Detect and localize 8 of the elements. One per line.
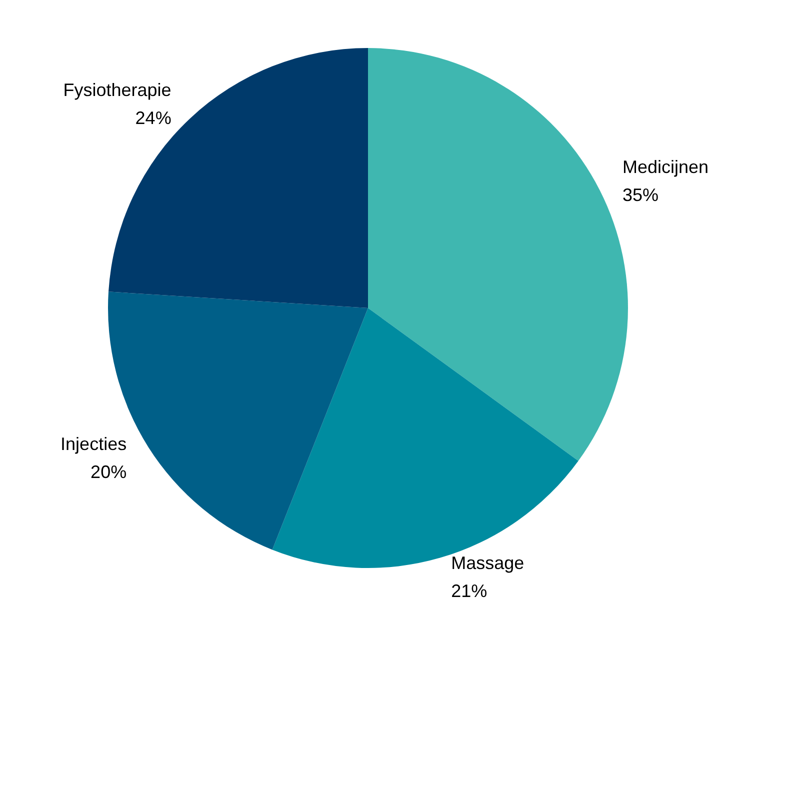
slice-label: Injecties [60,434,127,454]
data-label: 24% [135,108,172,128]
slice-label: Fysiotherapie [63,80,172,100]
slice-label: Massage [451,552,524,573]
data-label: 20% [90,462,127,482]
data-label: 35% [622,184,659,205]
data-label: 21% [451,580,488,601]
slice-label: Medicijnen [622,156,709,177]
